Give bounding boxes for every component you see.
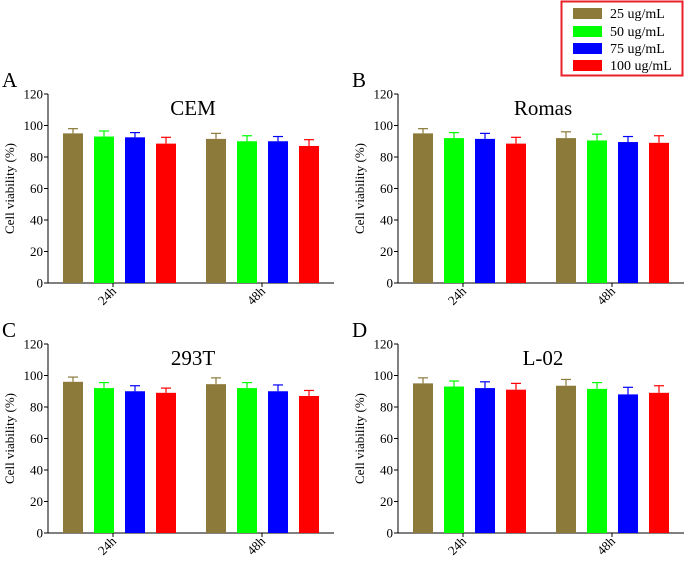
legend-swatch: [573, 8, 602, 19]
y-tick-label: 100: [24, 118, 44, 133]
bar: [206, 384, 226, 533]
bar: [299, 395, 319, 533]
panel-letter: B: [352, 68, 366, 92]
x-tick-label: 24h: [95, 533, 120, 558]
y-tick-label: 20: [380, 244, 393, 259]
y-axis-label: Cell viability (%): [2, 143, 17, 234]
y-tick-label: 60: [380, 181, 393, 196]
bar: [413, 133, 433, 283]
bar: [156, 392, 176, 533]
x-tick-label: 24h: [95, 283, 120, 308]
bar: [63, 133, 83, 283]
panel-b: B Romas Cell viability (%) 0 20 40 60 80 100 120 2…: [352, 68, 684, 308]
legend-swatch: [573, 43, 602, 54]
y-tick-label: 120: [24, 87, 44, 102]
y-tick-label: 80: [380, 400, 393, 415]
bar: [587, 140, 607, 283]
bar: [618, 142, 638, 283]
legend-item: 25 ug/mL: [573, 7, 665, 22]
y-tick-label: 100: [374, 118, 394, 133]
y-tick-label: 40: [380, 213, 393, 228]
chart-title: Romas: [514, 96, 572, 120]
bar: [237, 388, 257, 533]
panel-letter: D: [352, 318, 367, 342]
y-tick-label: 40: [380, 463, 393, 478]
x-tick-label: 48h: [244, 283, 269, 308]
x-tick-label: 48h: [594, 283, 619, 308]
y-tick-label: 0: [37, 526, 44, 541]
y-tick-label: 80: [380, 150, 393, 165]
bar: [94, 136, 114, 283]
bar: [556, 385, 576, 533]
y-tick-label: 120: [374, 337, 394, 352]
y-axis-label: Cell viability (%): [352, 143, 367, 234]
panel-d: D L-02 Cell viability (%) 0 20 40 60 80 100 120 24…: [352, 318, 684, 558]
y-tick-label: 0: [387, 526, 394, 541]
bar: [556, 138, 576, 283]
bar: [63, 381, 83, 533]
panel-letter: A: [2, 68, 18, 92]
legend-swatch: [573, 26, 602, 37]
y-tick-label: 20: [30, 494, 43, 509]
legend-label: 50 ug/mL: [610, 25, 665, 40]
bar: [475, 138, 495, 283]
bar: [475, 388, 495, 533]
bar: [444, 386, 464, 533]
y-tick-label: 100: [374, 368, 394, 383]
y-tick-label: 60: [30, 431, 43, 446]
y-axis-label: Cell viability (%): [352, 393, 367, 484]
bar: [413, 383, 433, 533]
bar: [649, 392, 669, 533]
panel-c: C 293T Cell viability (%) 0 20 40 60 80 100 120 24…: [2, 318, 334, 558]
y-tick-label: 60: [380, 431, 393, 446]
y-tick-label: 0: [387, 276, 394, 291]
y-tick-label: 20: [380, 494, 393, 509]
y-tick-label: 40: [30, 213, 43, 228]
chart-title: L-02: [523, 346, 564, 370]
y-tick-label: 20: [30, 244, 43, 259]
panel-a: A CEM Cell viability (%) 0 20 40 60 80 100 120 24h…: [2, 68, 334, 308]
bar: [125, 391, 145, 533]
legend-item: 100 ug/mL: [573, 59, 672, 74]
bar: [268, 391, 288, 533]
bar: [94, 388, 114, 533]
legend-label: 100 ug/mL: [610, 59, 672, 74]
x-tick-label: 24h: [445, 533, 470, 558]
bar: [206, 138, 226, 283]
legend-swatch: [573, 60, 602, 71]
legend-label: 75 ug/mL: [610, 42, 665, 57]
bar: [649, 142, 669, 283]
bar: [299, 145, 319, 283]
y-tick-label: 80: [30, 400, 43, 415]
bar: [125, 137, 145, 283]
legend-item: 50 ug/mL: [573, 25, 665, 40]
bar: [587, 388, 607, 533]
y-tick-label: 80: [30, 150, 43, 165]
bar: [506, 143, 526, 283]
legend-label: 25 ug/mL: [610, 7, 665, 22]
chart-title: CEM: [170, 96, 216, 120]
y-tick-label: 40: [30, 463, 43, 478]
y-tick-label: 120: [24, 337, 44, 352]
x-tick-label: 24h: [445, 283, 470, 308]
bar: [444, 138, 464, 283]
legend-item: 75 ug/mL: [573, 42, 665, 57]
x-tick-label: 48h: [244, 533, 269, 558]
panel-letter: C: [2, 318, 16, 342]
chart-title: 293T: [171, 346, 216, 370]
y-tick-label: 0: [37, 276, 44, 291]
x-tick-label: 48h: [594, 533, 619, 558]
y-tick-label: 60: [30, 181, 43, 196]
bar: [156, 143, 176, 283]
y-axis-label: Cell viability (%): [2, 393, 17, 484]
y-tick-label: 100: [24, 368, 44, 383]
bar: [268, 141, 288, 283]
bar: [237, 141, 257, 283]
y-tick-label: 120: [374, 87, 394, 102]
legend: 25 ug/mL 50 ug/mL 75 ug/mL 100 ug/mL: [560, 0, 684, 77]
bar: [618, 394, 638, 533]
bar: [506, 389, 526, 533]
